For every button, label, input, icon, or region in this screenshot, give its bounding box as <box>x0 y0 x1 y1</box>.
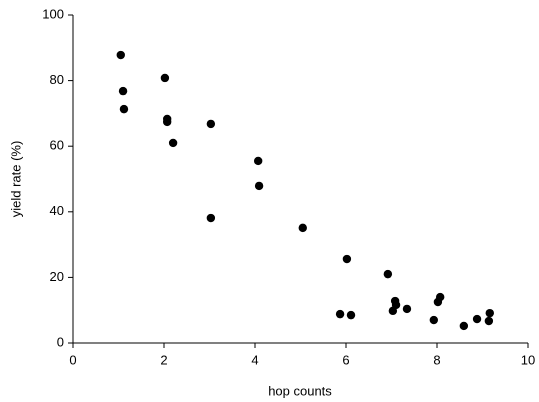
x-tick-label: 2 <box>160 352 167 367</box>
y-axis-label: yield rate (%) <box>8 141 23 218</box>
y-tick-label: 60 <box>50 138 64 153</box>
x-tick-label: 6 <box>342 352 349 367</box>
point <box>335 309 345 319</box>
point <box>433 297 443 307</box>
point <box>119 104 129 114</box>
point <box>254 181 264 191</box>
point <box>484 316 494 326</box>
y-tick-label: 20 <box>50 269 64 284</box>
point <box>429 315 439 325</box>
point <box>298 223 307 233</box>
point <box>383 269 393 279</box>
point <box>116 50 125 60</box>
point <box>402 304 412 314</box>
point <box>485 308 494 318</box>
x-tick-label: 4 <box>251 352 258 367</box>
point <box>118 86 128 96</box>
y-tick-label: 80 <box>50 72 64 87</box>
x-tick-label: 10 <box>521 352 535 367</box>
point <box>388 306 398 316</box>
x-tick-label: 8 <box>433 352 440 367</box>
y-tick-label: 0 <box>57 334 64 349</box>
x-tick-label: 0 <box>69 352 76 367</box>
point <box>459 321 469 331</box>
point <box>168 138 178 148</box>
y-tick-label: 100 <box>42 6 64 21</box>
point <box>162 117 172 127</box>
point <box>253 156 263 166</box>
point <box>160 73 170 83</box>
y-tick-label: 40 <box>50 203 64 218</box>
point <box>342 254 352 264</box>
point <box>472 314 482 324</box>
point <box>206 213 216 223</box>
x-axis-label: hop counts <box>268 383 332 398</box>
point <box>346 310 356 320</box>
point <box>206 119 216 129</box>
